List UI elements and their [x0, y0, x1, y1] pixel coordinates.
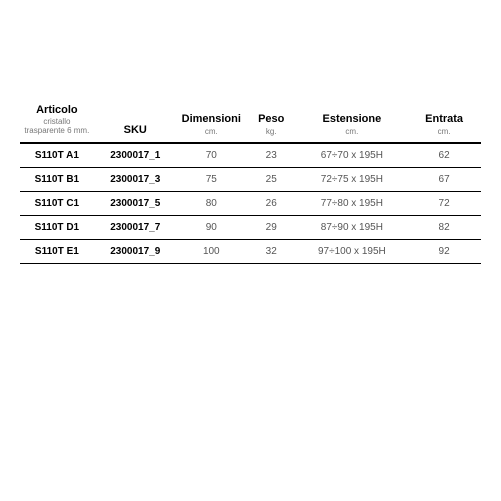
col-sublabel: cm. — [409, 127, 479, 136]
cell-peso: 23 — [246, 143, 297, 168]
col-label: Peso — [258, 113, 284, 125]
cell-dimensioni: 80 — [177, 191, 246, 215]
col-header-entrata: Entrata cm. — [407, 100, 481, 143]
table-row: S110T C1 2300017_5 80 26 77÷80 x 195H 72 — [20, 191, 481, 215]
col-header-articolo: Articolo cristallo trasparente 6 mm. — [20, 100, 94, 143]
cell-peso: 32 — [246, 239, 297, 263]
col-label: Entrata — [425, 113, 463, 125]
cell-articolo: S110T A1 — [20, 143, 94, 168]
cell-peso: 29 — [246, 215, 297, 239]
col-header-estensione: Estensione cm. — [297, 100, 408, 143]
cell-entrata: 62 — [407, 143, 481, 168]
col-sublabel: cm. — [299, 127, 406, 136]
col-header-peso: Peso kg. — [246, 100, 297, 143]
cell-peso: 26 — [246, 191, 297, 215]
product-table: Articolo cristallo trasparente 6 mm. SKU… — [20, 100, 481, 264]
cell-dimensioni: 90 — [177, 215, 246, 239]
cell-dimensioni: 100 — [177, 239, 246, 263]
cell-estensione: 77÷80 x 195H — [297, 191, 408, 215]
cell-articolo: S110T C1 — [20, 191, 94, 215]
cell-dimensioni: 70 — [177, 143, 246, 168]
cell-peso: 25 — [246, 167, 297, 191]
cell-estensione: 72÷75 x 195H — [297, 167, 408, 191]
cell-entrata: 92 — [407, 239, 481, 263]
cell-estensione: 87÷90 x 195H — [297, 215, 408, 239]
cell-entrata: 67 — [407, 167, 481, 191]
cell-entrata: 82 — [407, 215, 481, 239]
col-sublabel: cristallo trasparente 6 mm. — [22, 118, 92, 136]
cell-entrata: 72 — [407, 191, 481, 215]
cell-articolo: S110T D1 — [20, 215, 94, 239]
col-label: Estensione — [323, 113, 382, 125]
cell-sku: 2300017_5 — [94, 191, 177, 215]
table-row: S110T D1 2300017_7 90 29 87÷90 x 195H 82 — [20, 215, 481, 239]
col-sublabel: cm. — [179, 127, 244, 136]
col-label: Dimensioni — [182, 113, 241, 125]
table-row: S110T B1 2300017_3 75 25 72÷75 x 195H 67 — [20, 167, 481, 191]
col-sublabel: kg. — [248, 127, 295, 136]
cell-dimensioni: 75 — [177, 167, 246, 191]
col-label: Articolo — [36, 104, 78, 116]
col-label: SKU — [124, 124, 147, 136]
cell-articolo: S110T B1 — [20, 167, 94, 191]
cell-estensione: 97÷100 x 195H — [297, 239, 408, 263]
cell-estensione: 67÷70 x 195H — [297, 143, 408, 168]
cell-sku: 2300017_3 — [94, 167, 177, 191]
table-body: S110T A1 2300017_1 70 23 67÷70 x 195H 62… — [20, 143, 481, 264]
table-row: S110T E1 2300017_9 100 32 97÷100 x 195H … — [20, 239, 481, 263]
col-header-sku: SKU — [94, 100, 177, 143]
cell-articolo: S110T E1 — [20, 239, 94, 263]
cell-sku: 2300017_1 — [94, 143, 177, 168]
table-row: S110T A1 2300017_1 70 23 67÷70 x 195H 62 — [20, 143, 481, 168]
table-header-row: Articolo cristallo trasparente 6 mm. SKU… — [20, 100, 481, 143]
table-container: Articolo cristallo trasparente 6 mm. SKU… — [0, 0, 501, 264]
cell-sku: 2300017_9 — [94, 239, 177, 263]
col-header-dimensioni: Dimensioni cm. — [177, 100, 246, 143]
cell-sku: 2300017_7 — [94, 215, 177, 239]
